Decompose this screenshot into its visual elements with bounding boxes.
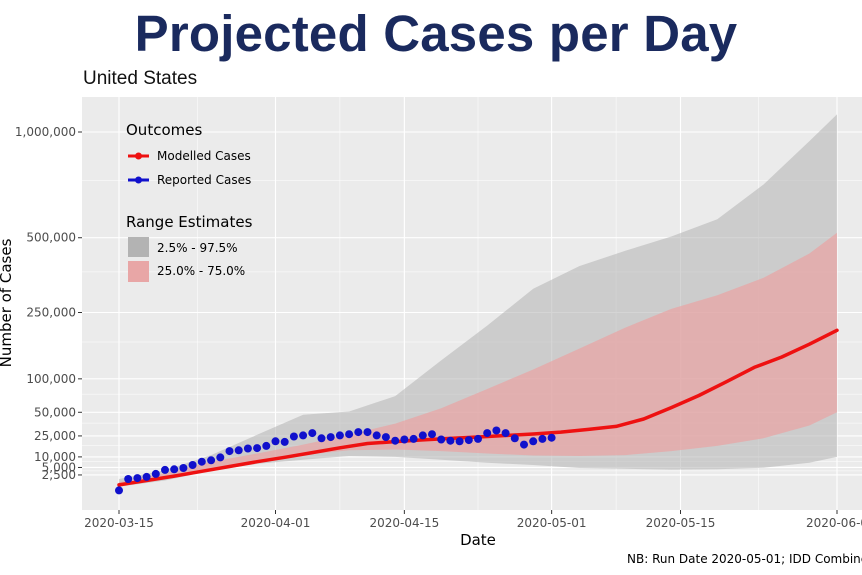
reported-point	[124, 475, 133, 483]
reported-points	[115, 426, 556, 495]
legend-reported-label: Reported Cases	[157, 173, 251, 187]
legend-range-outer-swatch	[128, 237, 149, 257]
legend-range-title: Range Estimates	[126, 213, 253, 231]
y-tick-label: 100,000	[26, 372, 76, 386]
legend-range-inner-swatch	[128, 261, 149, 282]
reported-point	[345, 430, 354, 439]
reported-point	[243, 444, 252, 453]
reported-point	[326, 433, 335, 442]
y-tick-label: 2,500	[42, 468, 76, 482]
reported-point	[446, 436, 455, 445]
reported-point	[161, 465, 169, 474]
legend-modelled-label: Modelled Cases	[157, 149, 251, 163]
x-tick-label: 2020-06-0	[806, 516, 862, 530]
reported-point	[400, 435, 409, 444]
reported-point	[418, 431, 427, 440]
band-iqr	[119, 232, 837, 486]
x-tick-label: 2020-04-15	[369, 516, 439, 530]
reported-point	[363, 428, 372, 437]
page-title: Projected Cases per Day	[134, 5, 738, 62]
reported-point	[280, 437, 289, 446]
reported-point	[216, 453, 225, 462]
reported-point	[520, 440, 528, 449]
x-tick-label: 2020-04-01	[241, 516, 311, 530]
reported-point	[170, 465, 179, 474]
reported-point	[529, 437, 538, 446]
y-tick-label: 5,000	[42, 460, 76, 474]
legend-outcomes-title: Outcomes	[126, 121, 202, 139]
legend-range-outer-label: 2.5% - 97.5%	[157, 241, 238, 255]
x-axis: 2020-03-15 2020-04-01 2020-04-15 2020-05-01…	[84, 510, 862, 530]
reported-point	[547, 433, 556, 442]
reported-point	[474, 434, 482, 443]
reported-point	[492, 426, 501, 435]
caption: NB: Run Date 2020-05-01; IDD Combine	[627, 552, 862, 566]
reported-point	[207, 456, 216, 465]
reported-point	[501, 429, 510, 438]
reported-point	[464, 436, 473, 445]
reported-point	[151, 469, 160, 478]
x-tick-label: 2020-05-15	[646, 516, 716, 530]
reported-point	[455, 437, 464, 446]
legend-range-inner-label: 25.0% - 75.0%	[157, 264, 245, 278]
reported-point	[372, 431, 381, 440]
reported-point	[437, 435, 446, 444]
y-tick-label: 500,000	[26, 231, 76, 245]
reported-point	[253, 444, 262, 453]
reported-point	[391, 436, 400, 445]
reported-point	[234, 446, 243, 455]
reported-point	[308, 429, 317, 438]
reported-point	[115, 486, 123, 495]
y-axis-title: Number of Cases	[0, 238, 15, 367]
reported-point	[179, 464, 188, 472]
reported-point	[188, 461, 197, 469]
y-tick-label: 50,000	[34, 405, 76, 419]
x-tick-label: 2020-05-01	[517, 516, 587, 530]
reported-point	[197, 457, 206, 466]
reported-point	[381, 433, 390, 442]
reported-point	[262, 441, 271, 450]
y-tick-label: 10,000	[34, 450, 76, 464]
legend: Outcomes Modelled Cases Reported Cases R…	[126, 121, 253, 282]
y-tick-label: 25,000	[34, 429, 76, 443]
x-tick-label: 2020-03-15	[84, 516, 154, 530]
reported-point	[428, 430, 436, 439]
reported-point	[133, 474, 142, 483]
reported-point	[299, 431, 308, 440]
reported-point	[317, 434, 326, 443]
legend-modelled-dot	[135, 152, 142, 160]
reported-point	[289, 432, 298, 441]
reported-point	[409, 434, 418, 443]
reported-point	[335, 431, 344, 440]
reported-point	[271, 437, 280, 446]
reported-point	[354, 428, 363, 437]
legend-reported-dot	[135, 176, 142, 184]
y-tick-label: 250,000	[26, 306, 76, 320]
reported-point	[538, 434, 547, 443]
reported-point	[483, 429, 492, 438]
range-bands	[119, 114, 837, 487]
reported-point	[510, 434, 519, 443]
reported-point	[225, 447, 234, 456]
chart-subtitle: United States	[83, 68, 198, 89]
x-axis-title: Date	[460, 531, 496, 549]
reported-point	[142, 472, 151, 481]
y-tick-label: 1,000,000	[15, 125, 76, 139]
